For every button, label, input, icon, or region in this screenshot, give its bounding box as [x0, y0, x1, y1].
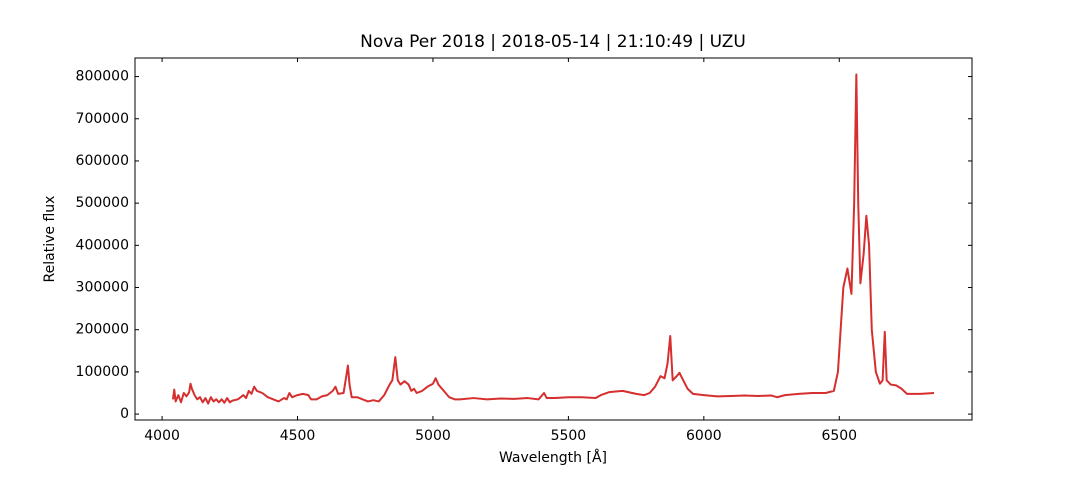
y-tick-label: 700000	[76, 111, 129, 127]
y-tick-label: 800000	[76, 69, 129, 85]
y-tick-label: 100000	[76, 364, 129, 380]
x-tick-label: 5500	[551, 428, 587, 444]
x-axis-label: Wavelength [Å]	[499, 449, 607, 466]
chart-title: Nova Per 2018 | 2018-05-14 | 21:10:49 | …	[360, 32, 746, 52]
y-tick-label: 600000	[76, 153, 129, 169]
x-tick-label: 4500	[280, 428, 316, 444]
plot-frame	[134, 57, 973, 421]
y-tick-label: 400000	[76, 237, 129, 253]
y-axis-label: Relative flux	[42, 196, 58, 283]
y-tick-label: 0	[120, 406, 129, 422]
x-tick-label: 5000	[415, 428, 451, 444]
spectrum-line	[171, 73, 935, 405]
x-tick-label: 6500	[821, 428, 857, 444]
y-tick-label: 200000	[76, 322, 129, 338]
y-tick-label: 500000	[76, 195, 129, 211]
x-tick-label: 6000	[686, 428, 722, 444]
y-tick-label: 300000	[76, 280, 129, 296]
x-tick-label: 4000	[144, 428, 180, 444]
